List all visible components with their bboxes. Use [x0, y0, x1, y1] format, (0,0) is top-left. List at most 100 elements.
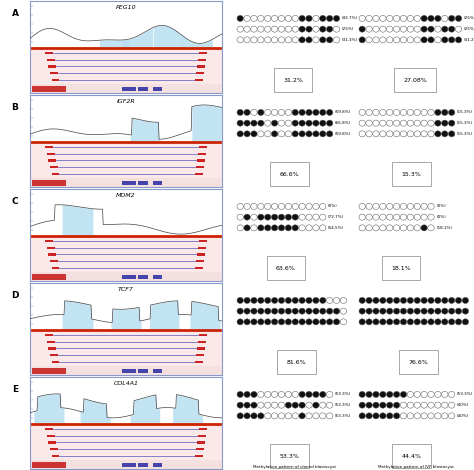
Circle shape [400, 308, 407, 314]
Circle shape [435, 308, 441, 314]
Text: 63.6%: 63.6% [276, 266, 296, 271]
Circle shape [448, 413, 455, 419]
Circle shape [264, 37, 271, 43]
Bar [30, 179, 222, 187]
Circle shape [244, 225, 250, 231]
Bar [47, 247, 55, 249]
Circle shape [306, 308, 312, 314]
Circle shape [251, 319, 257, 325]
Circle shape [421, 120, 428, 126]
Circle shape [237, 204, 244, 210]
Text: D: D [11, 291, 19, 300]
Circle shape [264, 225, 271, 231]
Circle shape [272, 392, 278, 398]
Circle shape [285, 214, 292, 220]
Bar [122, 87, 136, 91]
Circle shape [306, 402, 312, 408]
Circle shape [366, 37, 372, 43]
Bar [198, 435, 206, 437]
Circle shape [373, 298, 379, 304]
Bar [199, 240, 207, 243]
Bar [32, 180, 66, 186]
Bar [122, 181, 136, 185]
Circle shape [285, 120, 292, 126]
Circle shape [386, 26, 393, 32]
Circle shape [428, 110, 434, 116]
Circle shape [264, 26, 271, 32]
Circle shape [359, 392, 365, 398]
Text: (53.3%): (53.3%) [335, 392, 351, 396]
Bar [50, 72, 58, 74]
Bar [30, 48, 222, 85]
Circle shape [285, 16, 292, 22]
Circle shape [380, 131, 386, 137]
Bar [195, 172, 203, 175]
Circle shape [319, 120, 326, 126]
Bar [50, 260, 58, 262]
Circle shape [380, 402, 386, 408]
Circle shape [359, 131, 365, 137]
Bar [46, 334, 53, 337]
Circle shape [251, 37, 257, 43]
Bar [32, 368, 66, 374]
Text: 31.2%: 31.2% [283, 78, 303, 83]
Circle shape [313, 413, 319, 419]
Circle shape [285, 402, 292, 408]
Circle shape [278, 298, 285, 304]
Circle shape [400, 26, 407, 32]
Circle shape [428, 225, 434, 231]
Bar [153, 463, 163, 467]
Circle shape [244, 26, 250, 32]
Circle shape [327, 392, 333, 398]
Bar [199, 52, 207, 55]
Circle shape [306, 298, 312, 304]
Circle shape [448, 298, 455, 304]
Circle shape [407, 308, 413, 314]
Circle shape [386, 110, 393, 116]
Bar [153, 87, 163, 91]
Circle shape [407, 225, 413, 231]
Circle shape [400, 402, 407, 408]
Circle shape [421, 392, 428, 398]
Bar [137, 369, 148, 373]
Text: MDM2: MDM2 [116, 193, 136, 198]
Text: (25%): (25%) [342, 27, 354, 31]
Circle shape [400, 319, 407, 325]
Circle shape [373, 110, 379, 116]
Circle shape [359, 16, 365, 22]
Circle shape [285, 413, 292, 419]
Circle shape [373, 308, 379, 314]
Circle shape [306, 16, 312, 22]
Circle shape [258, 413, 264, 419]
Bar [30, 461, 222, 469]
Circle shape [366, 16, 372, 22]
Circle shape [278, 214, 285, 220]
Circle shape [393, 319, 400, 325]
Circle shape [258, 37, 264, 43]
Circle shape [442, 319, 448, 325]
Circle shape [272, 319, 278, 325]
Circle shape [292, 16, 299, 22]
Circle shape [393, 16, 400, 22]
Bar [50, 448, 58, 450]
Circle shape [366, 214, 372, 220]
Circle shape [306, 225, 312, 231]
Circle shape [386, 413, 393, 419]
Circle shape [435, 120, 441, 126]
Circle shape [327, 319, 333, 325]
Circle shape [366, 413, 372, 419]
Circle shape [285, 204, 292, 210]
Text: 18.1%: 18.1% [391, 266, 411, 271]
Text: (43.7%): (43.7%) [342, 16, 358, 20]
Text: (72.7%): (72.7%) [328, 215, 344, 219]
Circle shape [359, 225, 365, 231]
Circle shape [400, 298, 407, 304]
Circle shape [366, 225, 372, 231]
Circle shape [285, 110, 292, 116]
Circle shape [421, 308, 428, 314]
Bar [122, 275, 136, 279]
Bar [198, 341, 206, 343]
Circle shape [435, 392, 441, 398]
Circle shape [359, 204, 365, 210]
Circle shape [414, 308, 420, 314]
